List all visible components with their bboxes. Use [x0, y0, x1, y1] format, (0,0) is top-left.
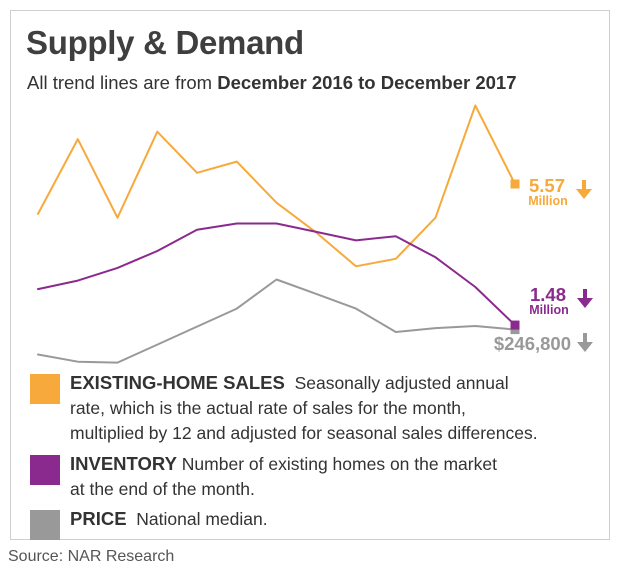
data-point-price: [355, 308, 357, 310]
chart-card: [10, 10, 610, 540]
data-point-sales: [435, 217, 437, 219]
data-point-sales: [276, 202, 278, 204]
legend-swatch-price: [30, 510, 60, 540]
legend-swatch-sales: [30, 374, 60, 404]
data-point-inventory: [435, 256, 437, 258]
series-line-sales: [37, 104, 516, 268]
data-point-price: [395, 331, 397, 333]
legend-text-inventory: INVENTORY Number of existing homes on th…: [70, 451, 497, 502]
data-point-inventory: [37, 288, 39, 290]
end-marker-inventory: [510, 320, 520, 330]
data-point-inventory: [236, 222, 238, 224]
data-point-inventory: [474, 286, 476, 288]
trend-down-arrow-inventory-stem: [583, 289, 587, 300]
legend-swatch-inventory: [30, 455, 60, 485]
trend-down-arrow-price-stem: [583, 333, 587, 344]
legend-desc-inventory-line1: Number of existing homes on the market: [181, 454, 497, 474]
legend-label-inventory: INVENTORY: [70, 453, 177, 474]
data-point-sales: [77, 138, 79, 140]
legend-desc-sales-line1: Seasonally adjusted annual: [294, 373, 509, 393]
data-point-sales: [156, 131, 158, 133]
data-point-sales: [236, 161, 238, 163]
data-point-sales: [355, 265, 357, 267]
legend-desc-sales-line2: rate, which is the actual rate of sales …: [70, 398, 466, 418]
trend-down-arrow-price-head: [577, 342, 593, 352]
data-point-inventory: [395, 235, 397, 237]
data-point-inventory: [196, 229, 198, 231]
legend-desc-sales-line3: multiplied by 12 and adjusted for season…: [70, 423, 538, 443]
data-point-price: [236, 308, 238, 310]
data-point-sales: [37, 213, 39, 215]
legend-text-sales: EXISTING-HOME SALES Seasonally adjusted …: [70, 370, 538, 446]
trend-down-arrow-price: [577, 333, 593, 352]
data-point-price: [117, 362, 119, 364]
chart-subtitle: All trend lines are from December 2016 t…: [27, 72, 516, 94]
data-point-price: [37, 354, 39, 356]
end-unit-label-sales: Million: [528, 194, 568, 208]
legend-desc-price-line1: National median.: [136, 509, 268, 529]
legend-label-price: PRICE: [70, 508, 127, 529]
data-point-price: [315, 293, 317, 295]
data-point-inventory: [117, 267, 119, 269]
data-point-price: [196, 326, 198, 328]
trend-down-arrow-inventory-head: [577, 298, 593, 308]
data-point-price: [474, 325, 476, 327]
legend-text-price: PRICE National median.: [70, 506, 268, 532]
series-line-inventory: [37, 222, 516, 327]
trend-down-arrow-sales-stem: [582, 180, 586, 191]
subtitle-date-range: December 2016 to December 2017: [217, 72, 517, 93]
data-point-inventory: [315, 231, 317, 233]
end-value-label-inventory: 1.48: [530, 284, 566, 305]
trend-down-arrow-inventory: [577, 289, 593, 308]
data-point-sales: [117, 217, 119, 219]
source-note: Source: NAR Research: [8, 548, 175, 565]
end-unit-label-inventory: Million: [529, 303, 569, 317]
data-point-inventory: [276, 222, 278, 224]
chart-title: Supply & Demand: [26, 24, 304, 61]
data-point-price: [276, 279, 278, 281]
data-point-inventory: [77, 280, 79, 282]
end-marker-sales: [510, 179, 520, 189]
end-value-label-price: $246,800: [494, 333, 571, 354]
legend-desc-inventory-line2: at the end of the month.: [70, 479, 255, 499]
trend-down-arrow-sales-head: [576, 189, 592, 199]
data-point-inventory: [156, 250, 158, 252]
end-value-label-sales: 5.57: [529, 175, 565, 196]
series-line-price: [37, 278, 516, 364]
legend-label-sales: EXISTING-HOME SALES: [70, 372, 285, 393]
data-point-price: [156, 344, 158, 346]
data-point-sales: [474, 104, 476, 106]
data-point-inventory: [355, 239, 357, 241]
data-point-sales: [395, 258, 397, 260]
trend-down-arrow-sales: [576, 180, 592, 199]
data-point-price: [435, 327, 437, 329]
end-marker-price: [510, 325, 520, 335]
data-point-sales: [196, 172, 198, 174]
data-point-price: [77, 361, 79, 363]
subtitle-prefix: All trend lines are from: [27, 72, 218, 93]
